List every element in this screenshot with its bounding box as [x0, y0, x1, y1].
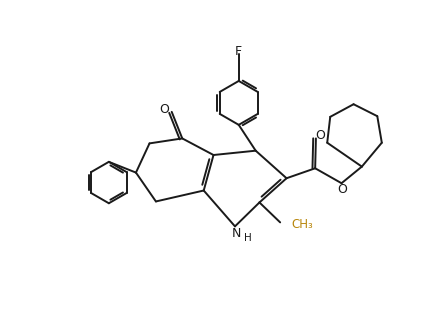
Text: H: H [243, 233, 251, 243]
Text: O: O [315, 129, 325, 142]
Text: F: F [235, 46, 242, 58]
Text: CH₃: CH₃ [292, 218, 314, 231]
Text: N: N [232, 227, 241, 240]
Text: O: O [159, 103, 169, 116]
Text: O: O [337, 183, 347, 196]
